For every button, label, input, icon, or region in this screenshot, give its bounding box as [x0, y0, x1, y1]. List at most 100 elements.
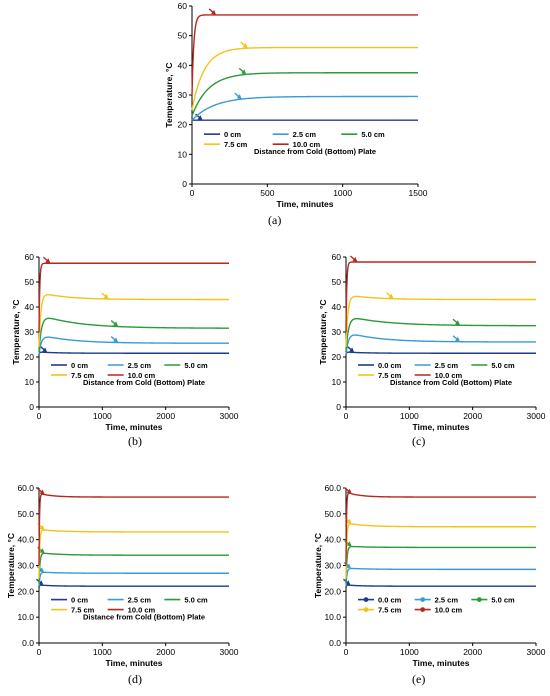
y-tick-label: 40.0 — [324, 535, 341, 545]
y-tick-label: 20.0 — [17, 586, 34, 596]
legend-label-0: 0.0 cm — [378, 361, 402, 370]
chart-panel-a: 0 10 20 30 40 50 60 0 500 1000 1500 Time, minutes Te… — [164, 1, 428, 209]
y-tick-label: 10 — [332, 377, 342, 387]
series-arrowhead-4 — [211, 9, 217, 15]
series-line-4 — [345, 261, 536, 333]
y-tick-label: 0.0 — [22, 638, 34, 648]
series-arrowhead-2 — [241, 69, 247, 75]
y-tick-label: 20 — [25, 352, 35, 362]
series-line-3 — [38, 529, 229, 579]
series-arrowhead-4 — [352, 257, 358, 263]
x-tick-label: 0 — [37, 411, 42, 421]
series-arrowhead-1 — [39, 567, 45, 573]
legend-label-0: 0 cm — [224, 130, 241, 139]
y-tick-label: 30 — [332, 327, 342, 337]
series-line-2 — [38, 552, 229, 584]
series-arrowhead-1 — [236, 94, 242, 100]
y-tick-label: 20 — [332, 352, 342, 362]
x-tick-label: 2000 — [156, 647, 175, 657]
y-axis-label: Temperature, °C — [318, 299, 328, 364]
y-tick-label: 0 — [29, 402, 34, 412]
y-tick-label: 50 — [25, 277, 35, 287]
series-line-4 — [345, 492, 536, 566]
legend-marker-0 — [363, 597, 369, 602]
series-line-3 — [191, 46, 418, 110]
x-tick-label: 1000 — [93, 411, 112, 421]
legend-marker-4 — [420, 607, 426, 612]
y-tick-label: 0 — [336, 402, 341, 412]
series-arrowhead-1 — [346, 563, 352, 569]
y-tick-label: 60 — [25, 252, 35, 262]
y-tick-label: 50 — [332, 277, 342, 287]
legend-label-2: 5.0 cm — [491, 596, 515, 605]
y-tick-label: 60.0 — [17, 483, 34, 493]
series-arrowhead-3 — [39, 525, 45, 531]
y-tick-label: 20.0 — [324, 586, 341, 596]
series-line-2 — [38, 317, 230, 353]
legend-label-4: 10.0 cm — [128, 606, 156, 615]
series-line-0 — [38, 584, 229, 588]
series-arrowhead-2 — [455, 320, 460, 326]
legend-label-1: 2.5 cm — [435, 596, 459, 605]
y-tick-label: 40.0 — [17, 535, 34, 545]
series-arrowhead-3 — [346, 518, 352, 524]
x-tick-label: 0 — [344, 647, 349, 657]
series-line-4 — [191, 14, 418, 96]
caption-d: (d) — [128, 672, 142, 686]
series-line-0 — [345, 351, 536, 355]
legend-label-4: 10.0 cm — [293, 140, 321, 149]
chart-panel-d: 0.0 10.0 20.0 30.0 40.0 50.0 60.0 0 1000 2000 3000… — [6, 483, 239, 668]
caption-b: (b) — [128, 434, 142, 448]
legend-title: Distance from Cold (Bottom) Plate — [254, 147, 376, 156]
x-axis-label: Time, minutes — [413, 658, 470, 668]
y-tick-label: 10 — [25, 377, 35, 387]
series-line-2 — [345, 318, 536, 353]
series-arrowhead-1 — [455, 336, 460, 342]
series-arrowhead-3 — [242, 43, 248, 49]
y-tick-label: 40 — [25, 302, 35, 312]
caption-e: (e) — [412, 672, 426, 686]
series-line-3 — [345, 523, 536, 579]
x-tick-label: 3000 — [527, 647, 546, 657]
series-arrowhead-1 — [113, 337, 119, 343]
series-arrowhead-3 — [388, 293, 394, 299]
y-tick-label: 60 — [178, 1, 188, 11]
legend-label-3: 7.5 cm — [378, 606, 402, 615]
y-tick-label: 60.0 — [324, 483, 341, 493]
series-line-4 — [38, 493, 229, 566]
x-tick-label: 3000 — [220, 647, 239, 657]
y-axis-label: Temperature, °C — [164, 62, 174, 127]
y-tick-label: 30 — [178, 90, 188, 100]
legend-label-4: 10.0 cm — [435, 606, 463, 615]
series-line-3 — [38, 293, 229, 348]
series-line-1 — [38, 336, 229, 355]
legend-label-3: 7.5 cm — [224, 140, 248, 149]
caption-a: (a) — [268, 213, 282, 227]
legend-label-2: 5.0 cm — [184, 361, 208, 370]
series-arrowhead-4 — [39, 489, 45, 495]
legend-label-4: 10.0 cm — [128, 371, 156, 380]
legend-marker-3 — [363, 607, 369, 612]
y-tick-label: 20 — [178, 120, 188, 130]
legend-label-2: 5.0 cm — [491, 361, 515, 370]
y-tick-label: 60 — [332, 252, 342, 262]
y-tick-label: 40 — [178, 60, 188, 70]
x-tick-label: 0 — [344, 411, 349, 421]
y-tick-label: 10.0 — [324, 612, 341, 622]
series-line-2 — [345, 545, 536, 584]
legend-label-1: 2.5 cm — [128, 361, 152, 370]
legend-label-0: 0 cm — [71, 361, 88, 370]
x-tick-label: 3000 — [220, 411, 239, 421]
series-arrowhead-2 — [346, 541, 352, 547]
legend-title: Distance from Cold (Bottom) Plate — [83, 613, 205, 622]
x-axis-label: Time, minutes — [413, 422, 470, 432]
series-arrowhead-0 — [42, 347, 48, 353]
x-tick-label: 0 — [37, 647, 42, 657]
series-line-3 — [345, 295, 536, 348]
x-tick-label: 1000 — [93, 647, 112, 657]
y-tick-label: 40 — [332, 302, 342, 312]
series-arrowhead-2 — [39, 548, 45, 554]
series-line-1 — [345, 334, 537, 355]
series-arrowhead-2 — [113, 321, 119, 327]
